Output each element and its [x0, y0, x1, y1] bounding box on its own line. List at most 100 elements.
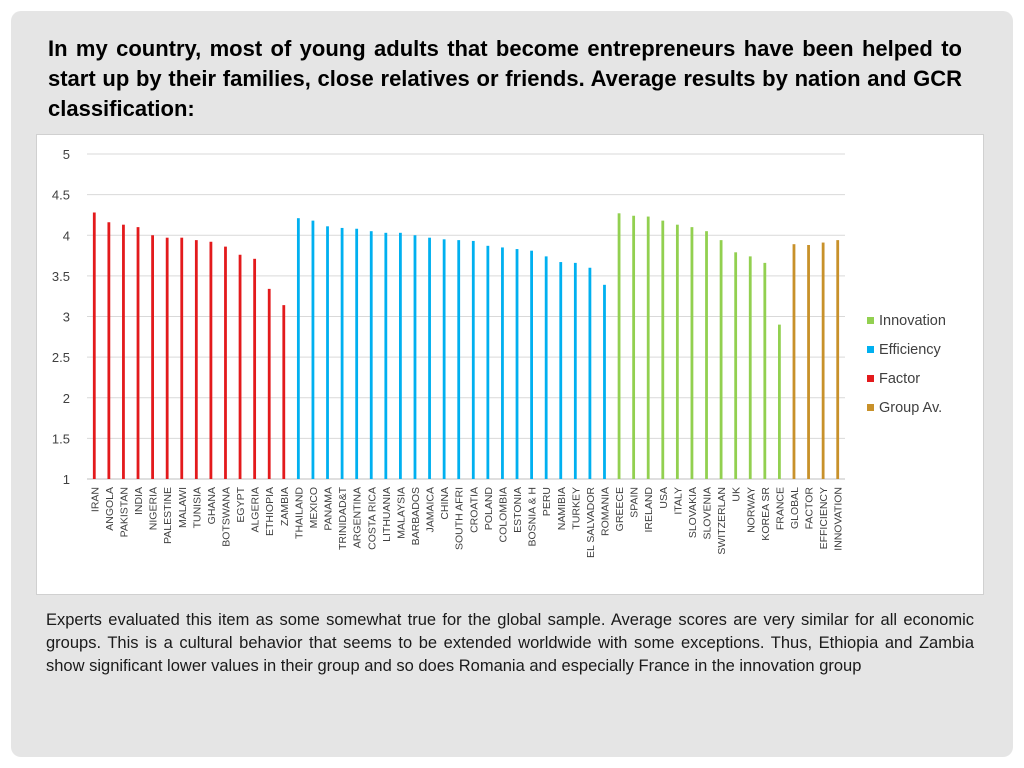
bar: [107, 222, 111, 479]
y-tick-label: 1: [63, 472, 70, 487]
bar: [180, 237, 184, 479]
x-tick-label: USA: [658, 487, 670, 509]
legend-swatch: [867, 404, 874, 411]
x-tick-label: MALAWI: [177, 487, 189, 528]
bar: [151, 235, 154, 479]
x-tick-label: ARGENTINA: [352, 487, 364, 548]
x-tick-label: NAMIBIA: [556, 487, 568, 530]
x-tick-label: EGYPT: [235, 486, 247, 522]
x-tick-label: PAKISTAN: [118, 487, 130, 537]
x-tick-label: ESTONIA: [512, 487, 524, 533]
x-tick-label: ALGERIA: [250, 487, 262, 533]
bar: [384, 232, 388, 479]
y-tick-label: 4: [63, 228, 70, 243]
y-tick-label: 2.5: [52, 350, 70, 365]
x-tick-label: ROMANIA: [599, 487, 611, 536]
x-tick-label: ZAMBIA: [279, 487, 291, 526]
bar: [428, 237, 431, 479]
bar: [821, 242, 825, 479]
x-tick-label: SWITZERLAN: [716, 487, 728, 555]
x-tick-label: GLOBAL: [789, 487, 801, 529]
x-tick-label: BOTSWANA: [220, 487, 232, 547]
bar: [253, 258, 257, 479]
bar: [122, 224, 125, 479]
bar: [515, 249, 519, 479]
x-tick-label: COLOMBIA: [497, 487, 509, 542]
bar: [617, 213, 621, 479]
bar: [326, 226, 329, 479]
commentary-text: Experts evaluated this item as some some…: [46, 611, 974, 675]
bar: [501, 247, 504, 479]
slide-title: In my country, most of young adults that…: [48, 36, 962, 121]
x-tick-label: FRANCE: [774, 487, 786, 530]
x-tick-label: ITALY: [672, 487, 684, 515]
gridlines: [87, 153, 845, 480]
bar: [442, 239, 446, 479]
bar: [690, 227, 694, 479]
x-tick-label: PALESTINE: [162, 487, 174, 544]
bar: [603, 284, 606, 479]
bar: [267, 288, 271, 479]
bar: [92, 212, 96, 479]
bar: [675, 224, 679, 479]
bar: [194, 240, 198, 479]
x-tick-label: COSTA RICA: [366, 487, 378, 550]
x-tick-label: UK: [731, 487, 743, 502]
x-tick-label: GHANA: [206, 487, 218, 524]
x-tick-label: INDIA: [133, 487, 145, 515]
bar: [734, 252, 738, 479]
y-tick-label: 5: [63, 147, 70, 162]
x-tick-label: PANAMA: [323, 487, 335, 531]
bar: [165, 237, 169, 479]
x-tick-label: TRINIDAD&T: [337, 486, 349, 550]
x-tick-label: KOREA SR: [760, 487, 772, 541]
x-axis-labels: IRAN ANGOLA PAKISTAN INDIA NIGERIA PALESTINE M…: [89, 486, 844, 558]
x-tick-label: IRAN: [89, 487, 101, 512]
bar: [705, 231, 708, 479]
y-tick-label: 3.5: [52, 269, 70, 284]
x-tick-label: TUNISIA: [191, 487, 203, 528]
x-tick-label: POLAND: [483, 487, 495, 531]
bar: [748, 256, 752, 479]
x-tick-label: ETHIOPIA: [264, 487, 276, 536]
legend: Innovation Efficiency Factor Group Av.: [867, 313, 946, 416]
bars: [92, 212, 840, 479]
x-tick-label: JAMAICA: [425, 487, 437, 533]
x-tick-label: BARBADOS: [410, 487, 422, 545]
bar: [224, 246, 227, 479]
legend-label: Efficiency: [879, 342, 942, 358]
bar: [238, 254, 242, 479]
bar: [763, 262, 767, 479]
x-tick-label: EL SALVADOR: [585, 487, 597, 558]
x-tick-label: CROATIA: [468, 487, 480, 533]
bar: [355, 228, 359, 479]
x-tick-label: ANGOLA: [104, 487, 116, 531]
bar: [530, 250, 533, 479]
legend-label: Group Av.: [879, 400, 942, 416]
bar: [807, 245, 810, 479]
y-tick-label: 4.5: [52, 188, 70, 203]
legend-label: Factor: [879, 371, 920, 387]
x-tick-label: SPAIN: [629, 487, 641, 518]
bar: [573, 262, 577, 479]
x-tick-label: EFFICIENCY: [818, 487, 830, 549]
x-tick-label: CHINA: [439, 487, 451, 520]
x-tick-label: SOUTH AFRI: [454, 487, 466, 550]
legend-swatch: [867, 317, 874, 324]
bar: [719, 240, 723, 479]
bar: [471, 240, 475, 479]
bar: [559, 262, 563, 479]
legend-label: Innovation: [879, 313, 946, 329]
x-tick-label: INNOVATION: [833, 487, 845, 551]
bar: [340, 227, 344, 479]
chart-container: 1 1.5 2 2.5 3 3.5 4 4.5 5 IRAN ANGOLA PAKISTAN INDI…: [36, 134, 984, 595]
legend-swatch: [867, 346, 874, 353]
x-tick-label: SLOVENIA: [702, 487, 714, 540]
bar: [413, 235, 417, 479]
bar: [369, 231, 373, 479]
x-tick-label: FACTOR: [804, 487, 816, 530]
bar: [661, 220, 665, 479]
x-tick-label: IRELAND: [643, 487, 655, 533]
bar: [792, 244, 796, 479]
x-tick-label: THAILAND: [293, 487, 305, 539]
